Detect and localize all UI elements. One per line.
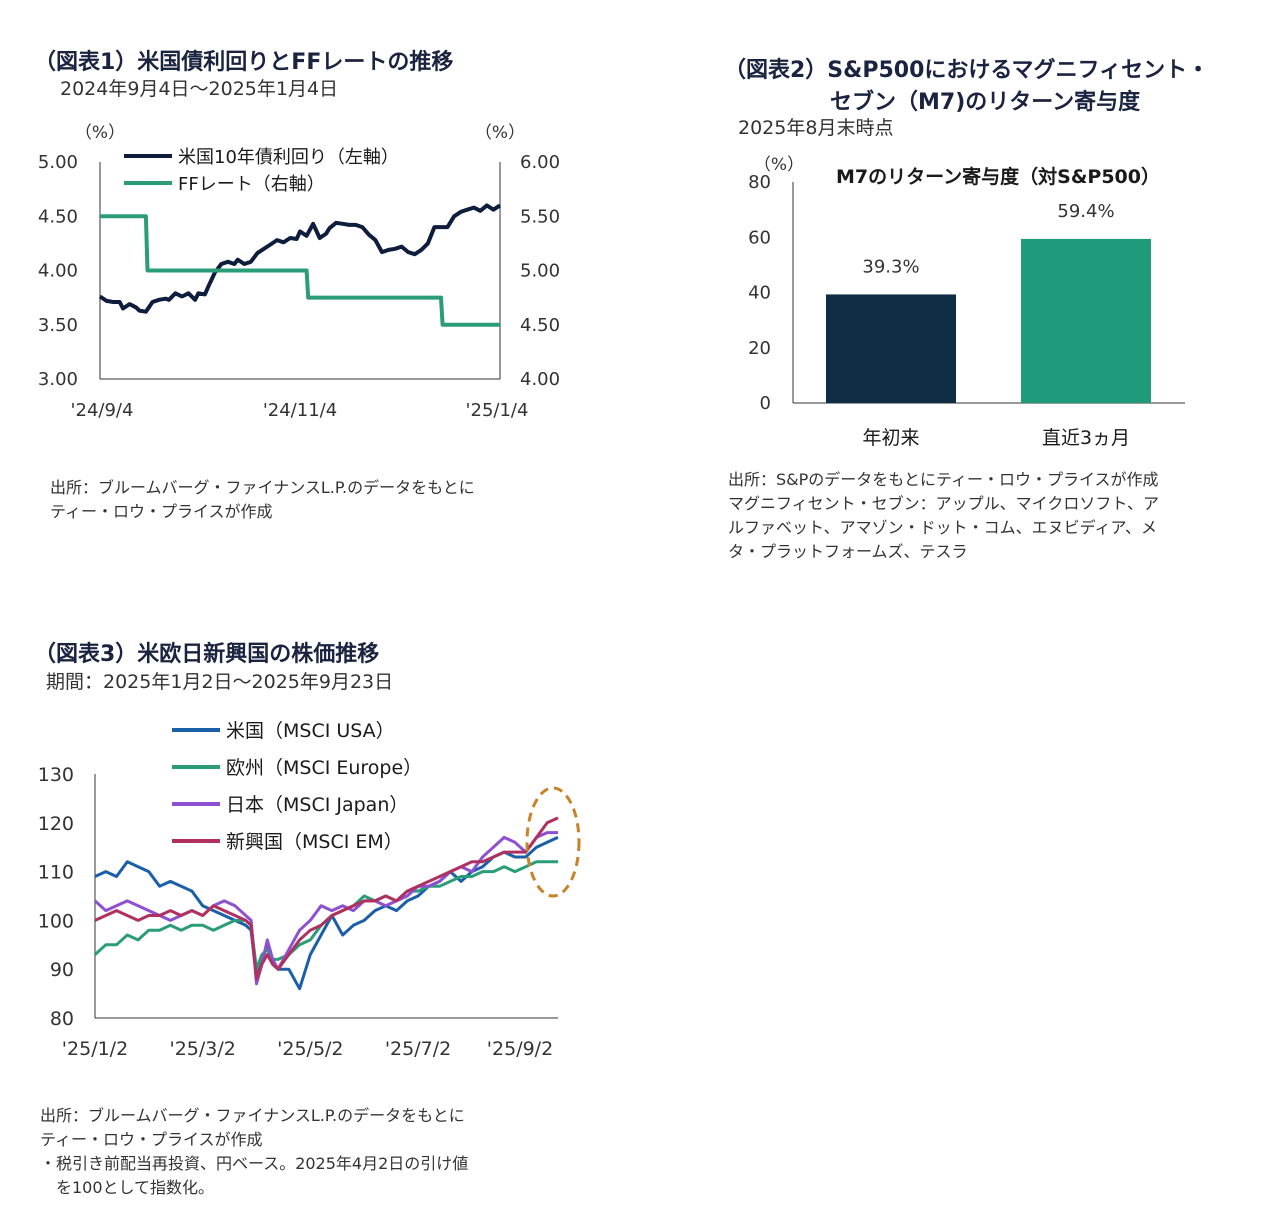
y-tick-label: 100 — [38, 910, 74, 932]
legend-label: 日本（MSCI Japan） — [226, 794, 408, 816]
x-tick-label: '25/3/2 — [169, 1038, 235, 1060]
x-tick-label: '24/11/4 — [263, 400, 337, 421]
fig2-title: （図表2）S&P500におけるマグニフィセント・ セブン（M7)のリターン寄与度 — [724, 52, 1209, 116]
y-unit-right: （%） — [475, 123, 525, 143]
y-tick-label: 20 — [748, 338, 771, 359]
x-tick-label: '25/5/2 — [277, 1038, 343, 1060]
fig1-source-line: ティー・ロウ・プライスが作成 — [50, 502, 273, 521]
series-line — [93, 860, 558, 971]
bar — [826, 294, 956, 403]
fig3-source-line: ・税引き前配当再投資、円ベース。2025年4月2日の引け値 — [40, 1154, 469, 1173]
fig3-source-line: 出所：ブルームバーグ・ファイナンスL.P.のデータをもとに — [40, 1106, 465, 1125]
legend-label: 欧州（MSCI Europe） — [226, 757, 422, 779]
y-tick-label: 110 — [38, 862, 74, 884]
series-line — [94, 816, 559, 981]
fig2-chart: （%） M7のリターン寄与度（対S&P500） 0 20 40 60 80 39.3% 年初来 5… — [748, 155, 1185, 449]
y-tick-label-right: 4.50 — [520, 315, 560, 336]
y-tick-label: 60 — [748, 227, 771, 248]
fig1-source-line: 出所：ブルームバーグ・ファイナンスL.P.のデータをもとに — [50, 478, 475, 497]
fig1-subtitle: 2024年9月4日～2025年1月4日 — [60, 78, 339, 100]
x-tick-label: '25/1/4 — [466, 400, 529, 421]
y-tick-label: 80 — [748, 172, 771, 193]
series-line-right — [100, 214, 500, 327]
fig1-chart: （%） （%） 3.00 3.50 4.00 4.50 5.00 4.00 4.50 5.00 5.… — [38, 123, 560, 421]
y-unit-left: （%） — [75, 123, 125, 143]
fig2-source: 出所：S&Pのデータをもとにティー・ロウ・プライスが作成 マグニフィセント・セブ… — [728, 468, 1159, 564]
series-line — [94, 836, 559, 991]
y-tick-label-right: 5.00 — [520, 261, 560, 282]
fig3-source-line: を100として指数化。 — [40, 1178, 215, 1197]
y-tick-label: 0 — [760, 393, 771, 414]
fig3-subtitle: 期間：2025年1月2日～2025年9月23日 — [46, 671, 394, 693]
fig1-source: 出所：ブルームバーグ・ファイナンスL.P.のデータをもとに ティー・ロウ・プライ… — [50, 476, 475, 524]
fig3-chart: 80 90 100 110 120 130 '25/1/2 '25/3/2 '25/5/2 '25… — [38, 720, 581, 1060]
fig2-subtitle: 2025年8月末時点 — [738, 117, 894, 139]
fig2-source-line: 出所：S&Pのデータをもとにティー・ロウ・プライスが作成 — [728, 470, 1159, 489]
bar-value-label: 59.4% — [1057, 201, 1114, 222]
y-tick-label-left: 4.00 — [38, 261, 78, 282]
x-tick-label: '25/1/2 — [62, 1038, 128, 1060]
series-line-left — [98, 203, 502, 314]
y-tick-label: 90 — [50, 959, 74, 981]
category-label: 年初来 — [862, 427, 919, 449]
series-line — [93, 831, 558, 986]
x-tick-label: '24/9/4 — [71, 400, 134, 421]
chart-title: M7のリターン寄与度（対S&P500） — [836, 165, 1160, 188]
fig3-source-line: ティー・ロウ・プライスが作成 — [40, 1130, 263, 1149]
x-tick-label: '25/9/2 — [487, 1038, 553, 1060]
y-tick-label-right: 6.00 — [520, 152, 560, 173]
category-label: 直近3ヵ月 — [1042, 427, 1130, 449]
fig1-title: （図表1）米国債利回りとFFレートの推移 — [34, 50, 454, 75]
y-tick-label: 120 — [38, 813, 74, 835]
y-tick-label: 40 — [748, 283, 771, 304]
legend-label: 米国10年債利回り（左軸） — [178, 147, 399, 168]
fig3-source: 出所：ブルームバーグ・ファイナンスL.P.のデータをもとに ティー・ロウ・プライ… — [40, 1104, 468, 1200]
y-tick-label-right: 4.00 — [520, 369, 560, 390]
fig3-title: （図表3）米欧日新興国の株価推移 — [34, 642, 380, 667]
y-tick-label: 80 — [50, 1008, 74, 1030]
y-tick-label-left: 3.00 — [38, 369, 78, 390]
y-tick-label-right: 5.50 — [520, 206, 560, 227]
y-tick-label-left: 4.50 — [38, 206, 78, 227]
y-tick-label-left: 3.50 — [38, 315, 78, 336]
y-unit: （%） — [754, 155, 804, 175]
legend-label: FFレート（右軸） — [178, 174, 325, 195]
bar-value-label: 39.3% — [862, 256, 919, 277]
legend-label: 新興国（MSCI EM） — [226, 831, 403, 853]
fig2-source-line: マグニフィセント・セブン：アップル、マイクロソフト、ア — [728, 494, 1160, 513]
fig2-source-line: タ・プラットフォームズ、テスラ — [728, 542, 968, 561]
fig2-source-line: ルファベット、アマゾン・ドット・コム、エヌビディア、メ — [728, 518, 1157, 537]
fig2-title-line: （図表2）S&P500におけるマグニフィセント・ — [724, 58, 1210, 83]
y-tick-label-left: 5.00 — [38, 152, 78, 173]
fig2-title-line: セブン（M7)のリターン寄与度 — [830, 90, 1141, 115]
y-tick-label: 130 — [38, 764, 74, 786]
bar — [1021, 238, 1151, 403]
legend-label: 米国（MSCI USA） — [226, 720, 395, 742]
highlight-ellipse — [525, 786, 581, 898]
x-tick-label: '25/7/2 — [385, 1038, 451, 1060]
